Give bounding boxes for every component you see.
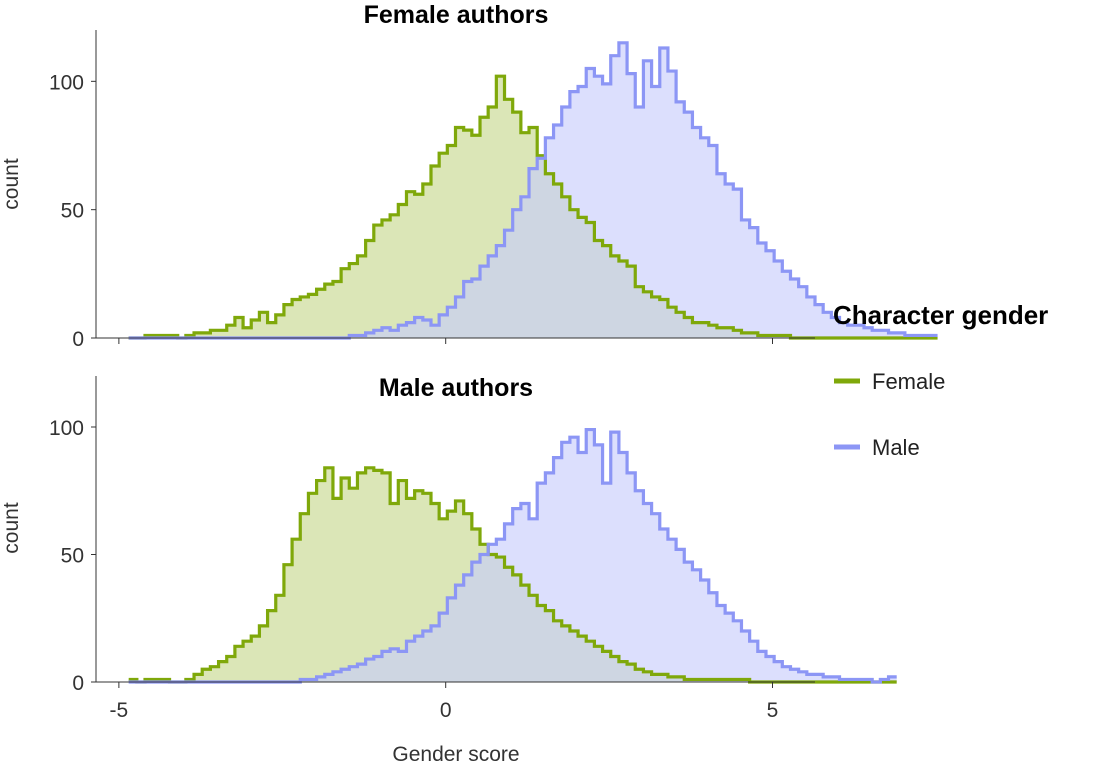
legend: Character gender Female Male <box>833 300 1048 460</box>
legend-label-female: Female <box>872 369 945 394</box>
y-tick-label: 0 <box>72 672 84 695</box>
y-tick-label: 100 <box>49 71 84 94</box>
y-axis-label: count <box>0 502 23 554</box>
histogram-lines <box>128 41 938 340</box>
x-axis-label: Gender score <box>392 743 519 764</box>
y-ticks: 0 50 100 <box>49 71 96 351</box>
histogram-area-male <box>128 429 897 682</box>
histogram-line-female <box>128 74 938 340</box>
legend-label-male: Male <box>872 435 920 460</box>
panel-male-authors: 0 50 100 -5 0 5 Male authors count <box>0 374 897 722</box>
x-ticks <box>118 338 774 344</box>
histogram-line-male <box>128 427 897 684</box>
y-tick-label: 0 <box>72 328 84 351</box>
legend-title: Character gender <box>833 300 1048 330</box>
histogram-lines <box>128 427 897 684</box>
histogram-areas <box>128 42 938 338</box>
panel-title: Male authors <box>379 374 533 402</box>
panel-title: Female authors <box>364 1 549 29</box>
y-tick-label: 50 <box>61 545 84 568</box>
histogram-line-female <box>128 466 897 684</box>
histogram-line-male <box>128 41 938 340</box>
x-tick-label: 5 <box>767 699 779 722</box>
x-tick-label: -5 <box>110 699 129 722</box>
y-axis-label: count <box>0 158 23 210</box>
panel-female-authors: 0 50 100 Female authors count <box>0 1 938 351</box>
histogram-area-male <box>128 42 938 338</box>
x-tick-label: 0 <box>440 699 452 722</box>
y-tick-label: 50 <box>61 200 84 223</box>
x-ticks: -5 0 5 <box>110 682 779 722</box>
y-ticks: 0 50 100 <box>49 417 96 695</box>
y-tick-label: 100 <box>49 417 84 440</box>
